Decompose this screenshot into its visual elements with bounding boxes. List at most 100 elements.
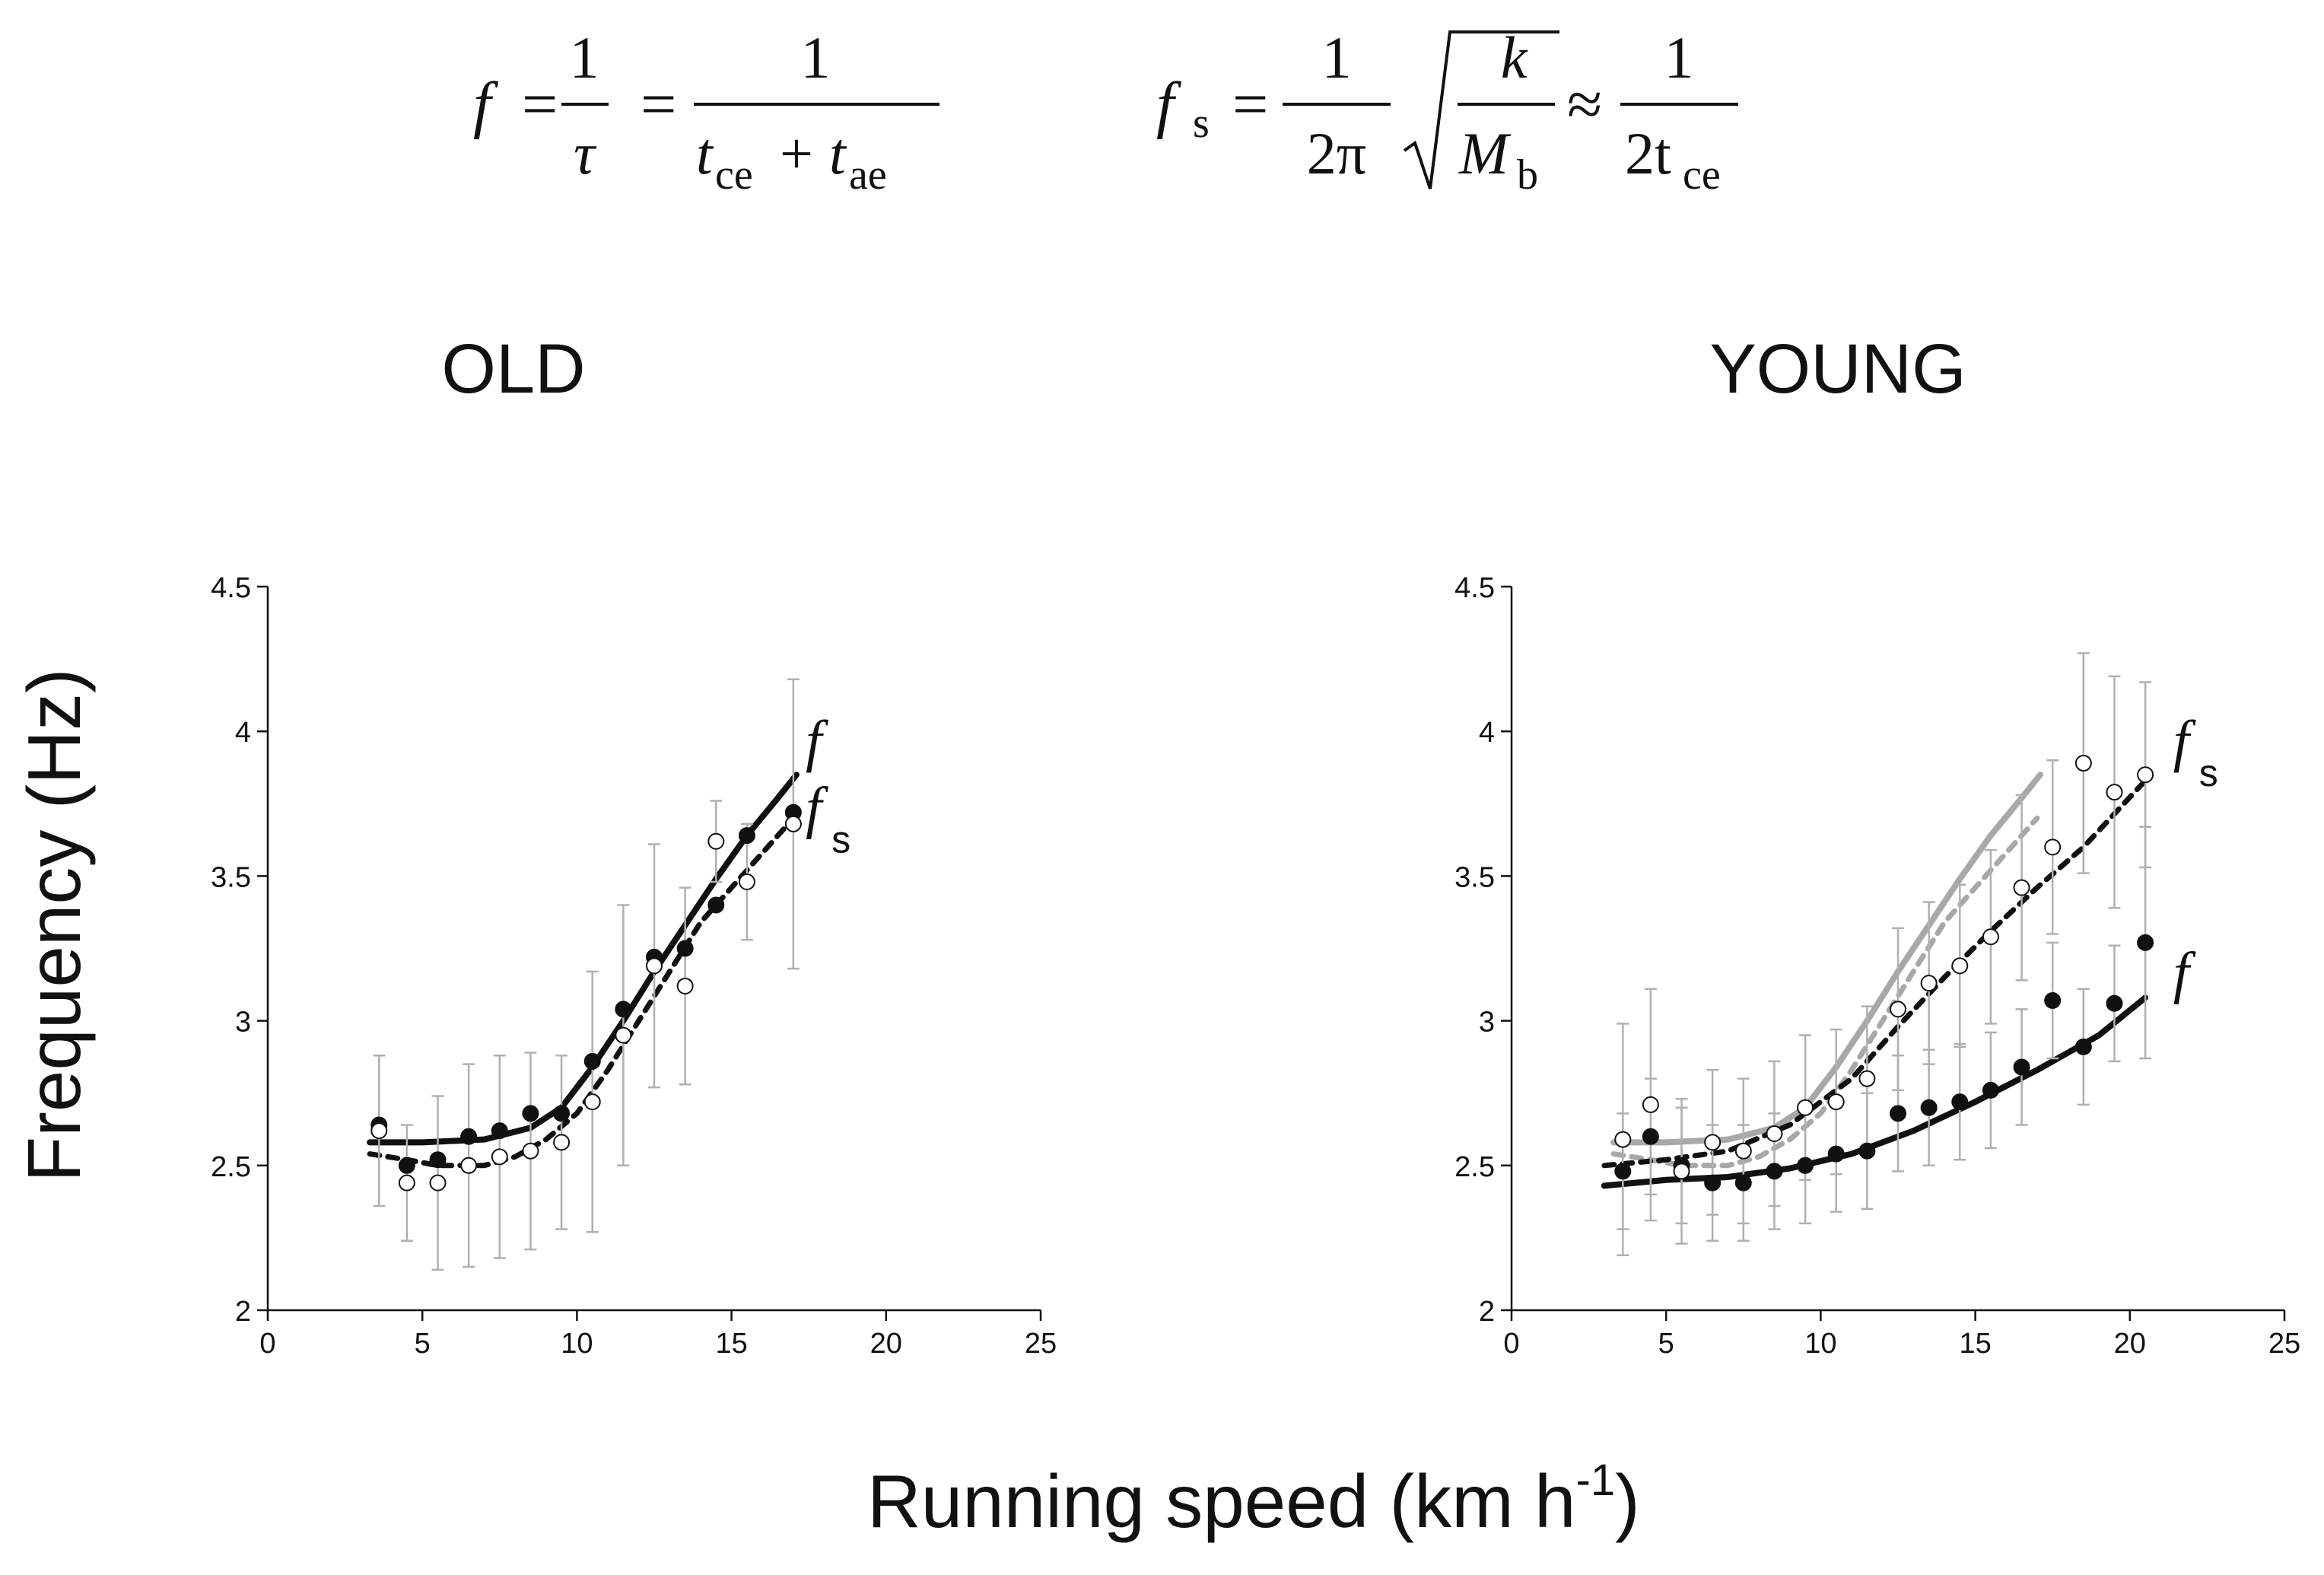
data-point-f [2106,994,2123,1012]
x-tick-label: 20 [2114,1328,2146,1360]
data-point-f [738,827,755,845]
eq2-den2-sub: ce [1683,151,1721,199]
y-tick-label: 3.5 [211,861,251,893]
y-tick-label: 4 [235,717,251,749]
data-point-fs [553,1134,571,1151]
data-point-f [1766,1163,1783,1180]
x-tick-label: 5 [1658,1328,1674,1360]
eq2-rad-num: k [1501,24,1528,91]
data-point-f [1890,1105,1906,1122]
x-tick-label: 10 [561,1328,593,1360]
eq2-lhs-sub: s [1193,100,1210,147]
data-point-fs [2074,755,2092,772]
fit-curve-f-fit [1601,994,2149,1189]
data-point-f [2013,1058,2030,1076]
y-tick-label: 2.5 [1454,1151,1495,1183]
data-point-f [429,1151,447,1169]
x-tick-label: 10 [1804,1328,1836,1360]
data-point-f [460,1128,478,1145]
y-tick-label: 2 [1479,1296,1495,1328]
data-point-fs [1704,1134,1722,1151]
data-point-fs [1673,1163,1690,1180]
eq2-den1: 2π [1307,120,1366,186]
data-point-fs [429,1174,447,1192]
y-tick-label: 2.5 [211,1151,251,1183]
data-point-fs [1642,1096,1659,1113]
x-tick-label: 20 [870,1328,902,1360]
data-point-f [2137,934,2154,951]
data-point-fs [460,1157,478,1174]
eq2-rad-den-sub: b [1517,151,1538,199]
data-point-fs [370,1122,388,1140]
data-point-f [583,1052,601,1070]
data-point-f [615,1001,632,1018]
y-tick-label: 2 [235,1296,251,1328]
eq2-den2: 2t [1625,120,1671,186]
data-point-f [398,1157,415,1174]
eq1-den2-sub1: ce [715,151,753,199]
y-tick-label: 4.5 [1454,572,1495,604]
eq1-den1: τ [574,120,597,186]
data-point-f [707,896,725,914]
data-point-fs [1614,1131,1632,1148]
y-tick-label: 3 [1479,1007,1495,1039]
data-point-f [1642,1128,1659,1145]
data-point-f [2044,991,2062,1009]
eq1-num1: 1 [570,24,599,91]
x-tick-label: 5 [415,1328,431,1360]
eq2-num1: 1 [1322,24,1352,91]
x-tick-label: 15 [1959,1328,1991,1360]
x-tick-label: 25 [2268,1328,2300,1360]
data-point-fs [646,957,663,975]
eq1-den2-sub2: ae [849,151,887,199]
data-point-fs [583,1093,601,1111]
x-tick-label: 15 [715,1328,747,1360]
data-point-fs [2044,838,2062,856]
y-axis-title: Frequency (Hz) [12,668,96,1182]
data-point-fs [738,873,755,891]
data-point-fs [676,977,694,994]
data-point-f [1614,1163,1632,1180]
data-point-fs [1827,1093,1845,1111]
eq2-rad-den: M [1458,120,1512,186]
eq1-den2-t1: t [696,120,714,186]
data-point-fs [522,1142,539,1160]
data-point-fs [2013,879,2030,896]
x-axis-title: Running speed (km h-1) [867,1456,1640,1543]
eq2-equals: = [1232,69,1268,140]
data-point-fs [1951,957,1969,975]
eq1-equals-1: = [522,69,558,140]
eq2-approx: ≈ [1567,69,1602,140]
y-tick-label: 4.5 [211,572,251,604]
data-point-f [1858,1142,1876,1160]
data-point-fs [1858,1070,1876,1087]
data-point-f [1982,1081,1999,1099]
data-point-fs [1766,1125,1783,1142]
eq2-num2: 1 [1664,24,1694,91]
data-point-f [1827,1145,1845,1163]
data-point-f [1797,1157,1814,1174]
panel-title-young: YOUNG [1709,330,1966,408]
y-tick-label: 3 [235,1007,251,1039]
x-tick-label: 0 [1503,1328,1519,1360]
data-point-fs [2137,766,2154,784]
y-tick-label: 4 [1479,717,1495,749]
data-point-fs [1797,1099,1814,1116]
eq1-den2-t2: t [829,120,847,186]
data-point-f [1734,1174,1752,1192]
data-point-fs [1920,975,1938,992]
data-point-f [522,1105,539,1122]
eq1-den2-plus: + [780,120,813,186]
data-point-fs [1890,1001,1906,1018]
x-axis-title-close: ) [1615,1459,1640,1543]
data-point-f [491,1122,508,1140]
data-point-f [1704,1174,1722,1192]
data-point-fs [1982,928,1999,946]
data-point-f [1951,1093,1969,1111]
x-tick-label: 25 [1025,1328,1057,1360]
x-tick-label: 0 [259,1328,275,1360]
x-axis-title-sup: -1 [1576,1456,1616,1505]
y-tick-label: 3.5 [1454,861,1495,893]
